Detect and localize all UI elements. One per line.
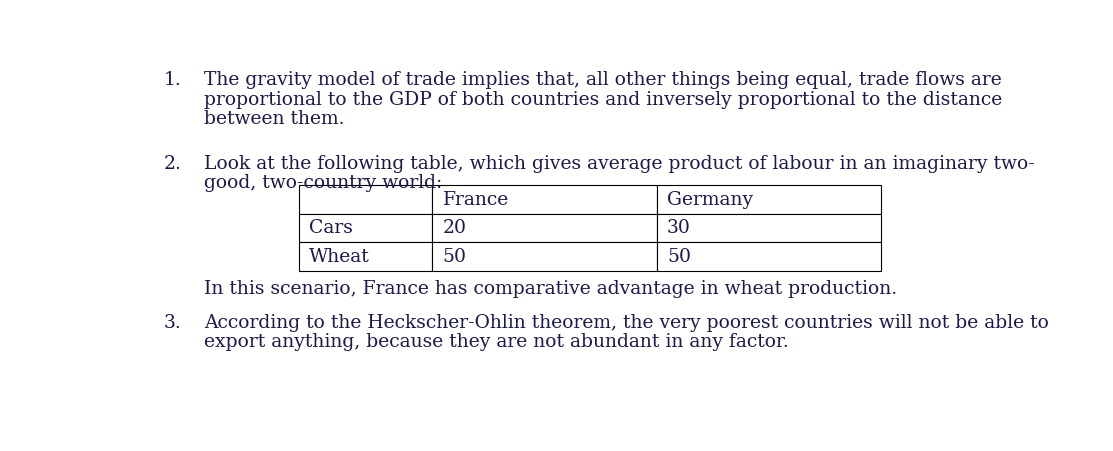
Bar (657, 214, 881, 242)
Bar (432, 185, 657, 214)
Text: 50: 50 (667, 248, 691, 266)
Text: The gravity model of trade implies that, all other things being equal, trade flo: The gravity model of trade implies that,… (204, 71, 1002, 89)
Bar (432, 242, 657, 271)
Bar (432, 214, 657, 242)
Bar (298, 214, 432, 242)
Bar (657, 185, 881, 214)
Text: Look at the following table, which gives average product of labour in an imagina: Look at the following table, which gives… (204, 155, 1035, 173)
Text: Germany: Germany (667, 191, 754, 209)
Text: 20: 20 (443, 219, 466, 237)
Text: In this scenario, France has comparative advantage in wheat production.: In this scenario, France has comparative… (204, 281, 897, 299)
Text: 50: 50 (443, 248, 466, 266)
Text: 1.: 1. (164, 71, 181, 89)
Text: good, two-country world:: good, two-country world: (204, 174, 442, 192)
Bar (657, 242, 881, 271)
Text: export anything, because they are not abundant in any factor.: export anything, because they are not ab… (204, 333, 789, 351)
Text: 2.: 2. (164, 155, 181, 173)
Text: proportional to the GDP of both countries and inversely proportional to the dist: proportional to the GDP of both countrie… (204, 91, 1002, 109)
Bar (298, 242, 432, 271)
Text: between them.: between them. (204, 110, 344, 128)
Text: 3.: 3. (164, 314, 181, 332)
Text: Wheat: Wheat (309, 248, 370, 266)
Text: France: France (443, 191, 509, 209)
Text: According to the Heckscher-Ohlin theorem, the very poorest countries will not be: According to the Heckscher-Ohlin theorem… (204, 314, 1048, 332)
Text: 30: 30 (667, 219, 691, 237)
Text: Cars: Cars (309, 219, 353, 237)
Bar (298, 185, 432, 214)
